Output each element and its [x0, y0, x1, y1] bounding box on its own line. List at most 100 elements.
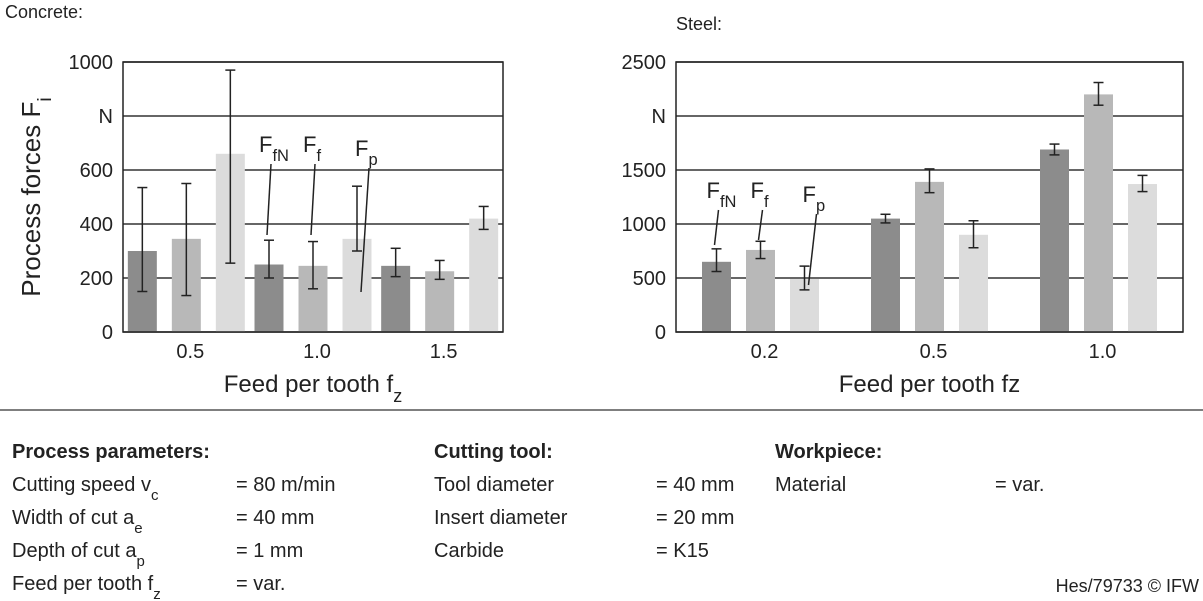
y-tick-label: 0	[102, 322, 113, 344]
bar	[469, 218, 499, 332]
param-value: = 40 mm	[236, 507, 314, 529]
x-tick-label: 0.5	[176, 341, 204, 363]
param-value: = 1 mm	[236, 540, 303, 562]
y-tick-label: N	[99, 106, 113, 128]
y-tick-label: 0	[655, 322, 666, 344]
y-axis-label-part: Process forces F	[16, 102, 46, 297]
series-label-part: f	[764, 193, 769, 211]
param-label-part: Carbide	[434, 540, 504, 562]
bar	[871, 218, 900, 332]
x-axis-label: Feed per tooth fz	[839, 371, 1020, 398]
chart-title: Steel:	[676, 14, 722, 34]
bar	[702, 261, 731, 332]
error-bar	[181, 182, 192, 297]
param-value: = 80 m/min	[236, 474, 335, 496]
x-axis-label: Feed per tooth fz	[224, 371, 402, 406]
series-label-part: F	[803, 182, 816, 207]
param-label: Carbide	[434, 540, 504, 562]
bar	[1084, 94, 1113, 333]
series-label: FfN	[707, 178, 737, 211]
leader-line	[360, 167, 370, 293]
param-label-part: Material	[775, 474, 846, 496]
error-bar	[755, 240, 766, 260]
x-axis-label-part: Feed per tooth f	[224, 371, 394, 398]
error-bar	[478, 205, 489, 231]
error-bar	[137, 186, 148, 293]
y-tick-label: 1500	[622, 160, 667, 182]
section-heading: Cutting tool:	[434, 441, 553, 463]
x-tick-label: 1.0	[1089, 341, 1117, 363]
bar	[915, 181, 944, 332]
param-label: Insert diameter	[434, 507, 568, 529]
leader-line	[757, 209, 764, 241]
section-heading: Process parameters:	[12, 441, 210, 463]
param-label-part: e	[134, 520, 142, 537]
error-bar	[799, 265, 810, 291]
error-bar	[1093, 81, 1104, 106]
leader-line	[713, 209, 720, 246]
y-axis-label-part: i	[34, 97, 56, 101]
x-axis-label-part: Feed per tooth fz	[839, 371, 1020, 398]
error-bar	[1049, 143, 1060, 156]
x-axis-label-part: z	[393, 386, 402, 406]
bar	[746, 249, 775, 332]
y-tick-label: 2500	[622, 52, 667, 74]
error-bar	[225, 69, 236, 264]
y-tick-label: 1000	[69, 52, 114, 74]
series-label-part: f	[316, 147, 321, 165]
chart-title: Concrete:	[5, 2, 83, 22]
param-label-part: Feed per tooth f	[12, 573, 154, 595]
y-tick-label: 400	[80, 214, 113, 236]
param-label: Depth of cut ap	[12, 540, 145, 570]
param-label-part: z	[153, 586, 161, 601]
param-value: = var.	[995, 474, 1044, 496]
error-bar	[924, 168, 935, 194]
param-label-part: Insert diameter	[434, 507, 568, 529]
leader-line	[310, 163, 316, 236]
y-tick-label: 500	[633, 268, 666, 290]
error-bar	[711, 248, 722, 273]
param-label: Tool diameter	[434, 474, 554, 496]
y-tick-label: 1000	[622, 214, 667, 236]
section-heading: Workpiece:	[775, 441, 882, 463]
param-label: Width of cut ae	[12, 507, 143, 537]
series-label-part: F	[303, 132, 316, 157]
series-label: Fp	[355, 136, 378, 169]
error-bar	[352, 185, 362, 252]
series-label-part: p	[368, 151, 377, 169]
series-label-part: fN	[272, 147, 289, 165]
param-value: = K15	[656, 540, 709, 562]
series-label-part: F	[259, 132, 272, 157]
leader-line	[266, 163, 272, 236]
x-tick-label: 0.5	[920, 341, 948, 363]
series-label-part: fN	[720, 193, 737, 211]
error-bar	[968, 220, 979, 249]
param-label-part: p	[137, 553, 145, 570]
param-value: = 20 mm	[656, 507, 734, 529]
y-tick-label: 200	[80, 268, 113, 290]
param-label-part: Cutting speed v	[12, 474, 151, 496]
error-bar	[308, 240, 318, 290]
error-bar	[880, 213, 891, 224]
series-label: Fp	[803, 182, 826, 215]
x-tick-label: 1.5	[430, 341, 458, 363]
param-value: = var.	[236, 573, 285, 595]
bar	[1040, 149, 1069, 332]
y-tick-label: 600	[80, 160, 113, 182]
param-label-part: Depth of cut a	[12, 540, 137, 562]
series-label: Ff	[751, 178, 769, 211]
bar	[959, 234, 988, 332]
error-bar	[434, 259, 445, 281]
series-label-part: p	[816, 197, 825, 215]
error-bar	[1137, 174, 1148, 193]
series-label-part: F	[707, 178, 720, 203]
bar	[425, 271, 455, 332]
param-label: Feed per tooth fz	[12, 573, 161, 601]
leader-line	[807, 213, 818, 286]
param-label: Cutting speed vc	[12, 474, 159, 504]
series-label-part: F	[751, 178, 764, 203]
param-label-part: Tool diameter	[434, 474, 554, 496]
series-label: FfN	[259, 132, 289, 165]
param-label-part: Width of cut a	[12, 507, 135, 529]
